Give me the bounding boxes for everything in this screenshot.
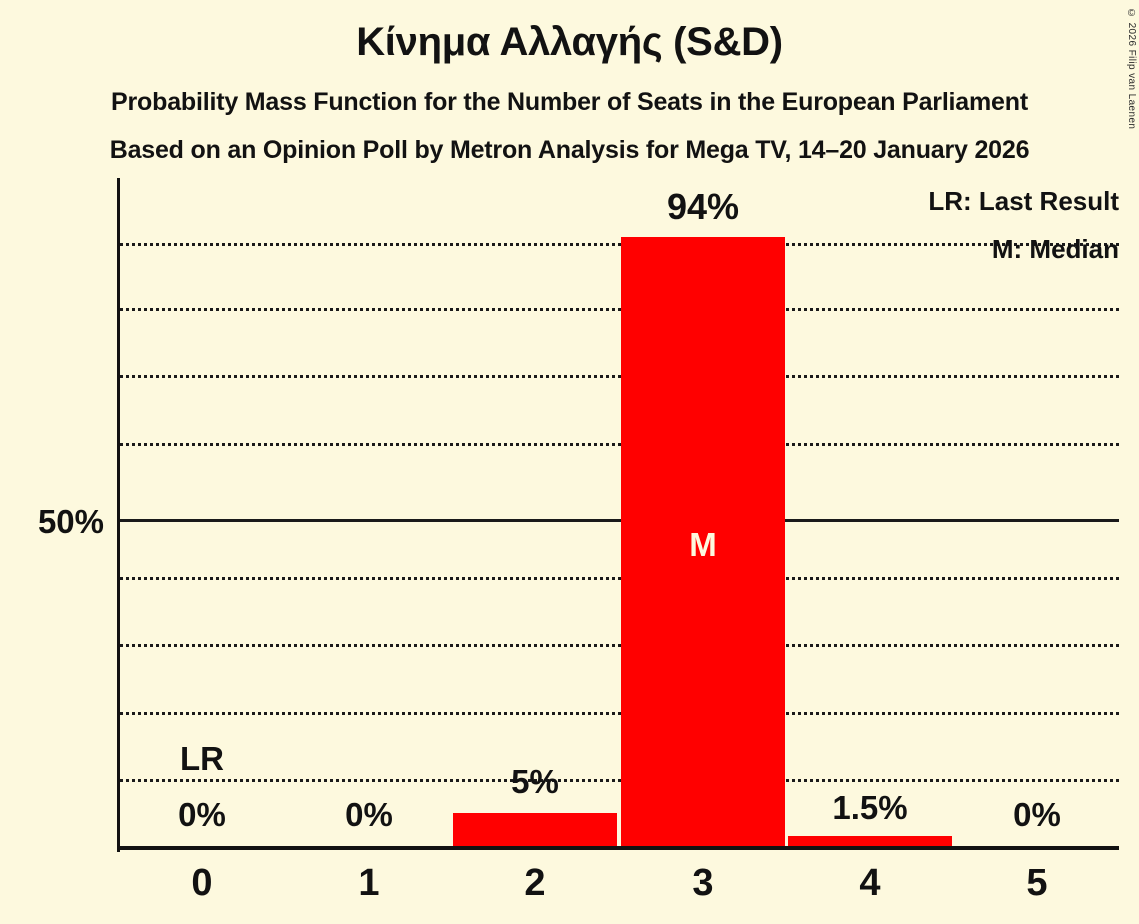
- chart-source-line: Based on an Opinion Poll by Metron Analy…: [109, 136, 1030, 164]
- x-tick-5: 5: [1026, 862, 1048, 904]
- gridline-70: [120, 375, 1119, 378]
- gridline-20: [120, 712, 1119, 715]
- x-tick-2: 2: [524, 862, 546, 904]
- x-tick-1: 1: [358, 862, 380, 904]
- bar-value-5: 0%: [1013, 796, 1061, 833]
- x-tick-4: 4: [859, 862, 881, 904]
- gridline-10: [120, 779, 1119, 782]
- page-title: Κίνημα Αλλαγής (S&D): [356, 20, 783, 64]
- legend-last-result: LR: Last Result: [928, 186, 1119, 216]
- chart-subtitle: Probability Mass Function for the Number…: [111, 88, 1028, 116]
- x-axis-line: [117, 846, 1119, 850]
- gridline-40: [120, 577, 1119, 580]
- x-tick-0: 0: [191, 862, 213, 904]
- copyright-notice: © 2026 Filip van Laenen: [1126, 8, 1137, 130]
- bar-value-4: 1.5%: [832, 789, 908, 826]
- bar-4: [788, 836, 952, 846]
- gridline-90: [120, 243, 1119, 246]
- bar-value-2: 5%: [511, 763, 559, 800]
- bar-value-1: 0%: [345, 796, 393, 833]
- y-axis-line: [117, 178, 120, 852]
- bar-2: [453, 813, 617, 846]
- gridline-80: [120, 308, 1119, 311]
- last-result-marker: LR: [180, 740, 224, 777]
- median-marker: M: [689, 526, 717, 563]
- legend-median: M: Median: [991, 234, 1119, 264]
- bar-value-3: 94%: [666, 186, 740, 227]
- gridline-30: [120, 644, 1119, 647]
- gridline-50: [120, 519, 1119, 522]
- x-tick-3: 3: [692, 862, 714, 904]
- y-axis-label-50: 50%: [37, 503, 104, 540]
- gridline-60: [120, 443, 1119, 446]
- bar-3: [621, 237, 785, 846]
- bar-value-0: 0%: [178, 796, 226, 833]
